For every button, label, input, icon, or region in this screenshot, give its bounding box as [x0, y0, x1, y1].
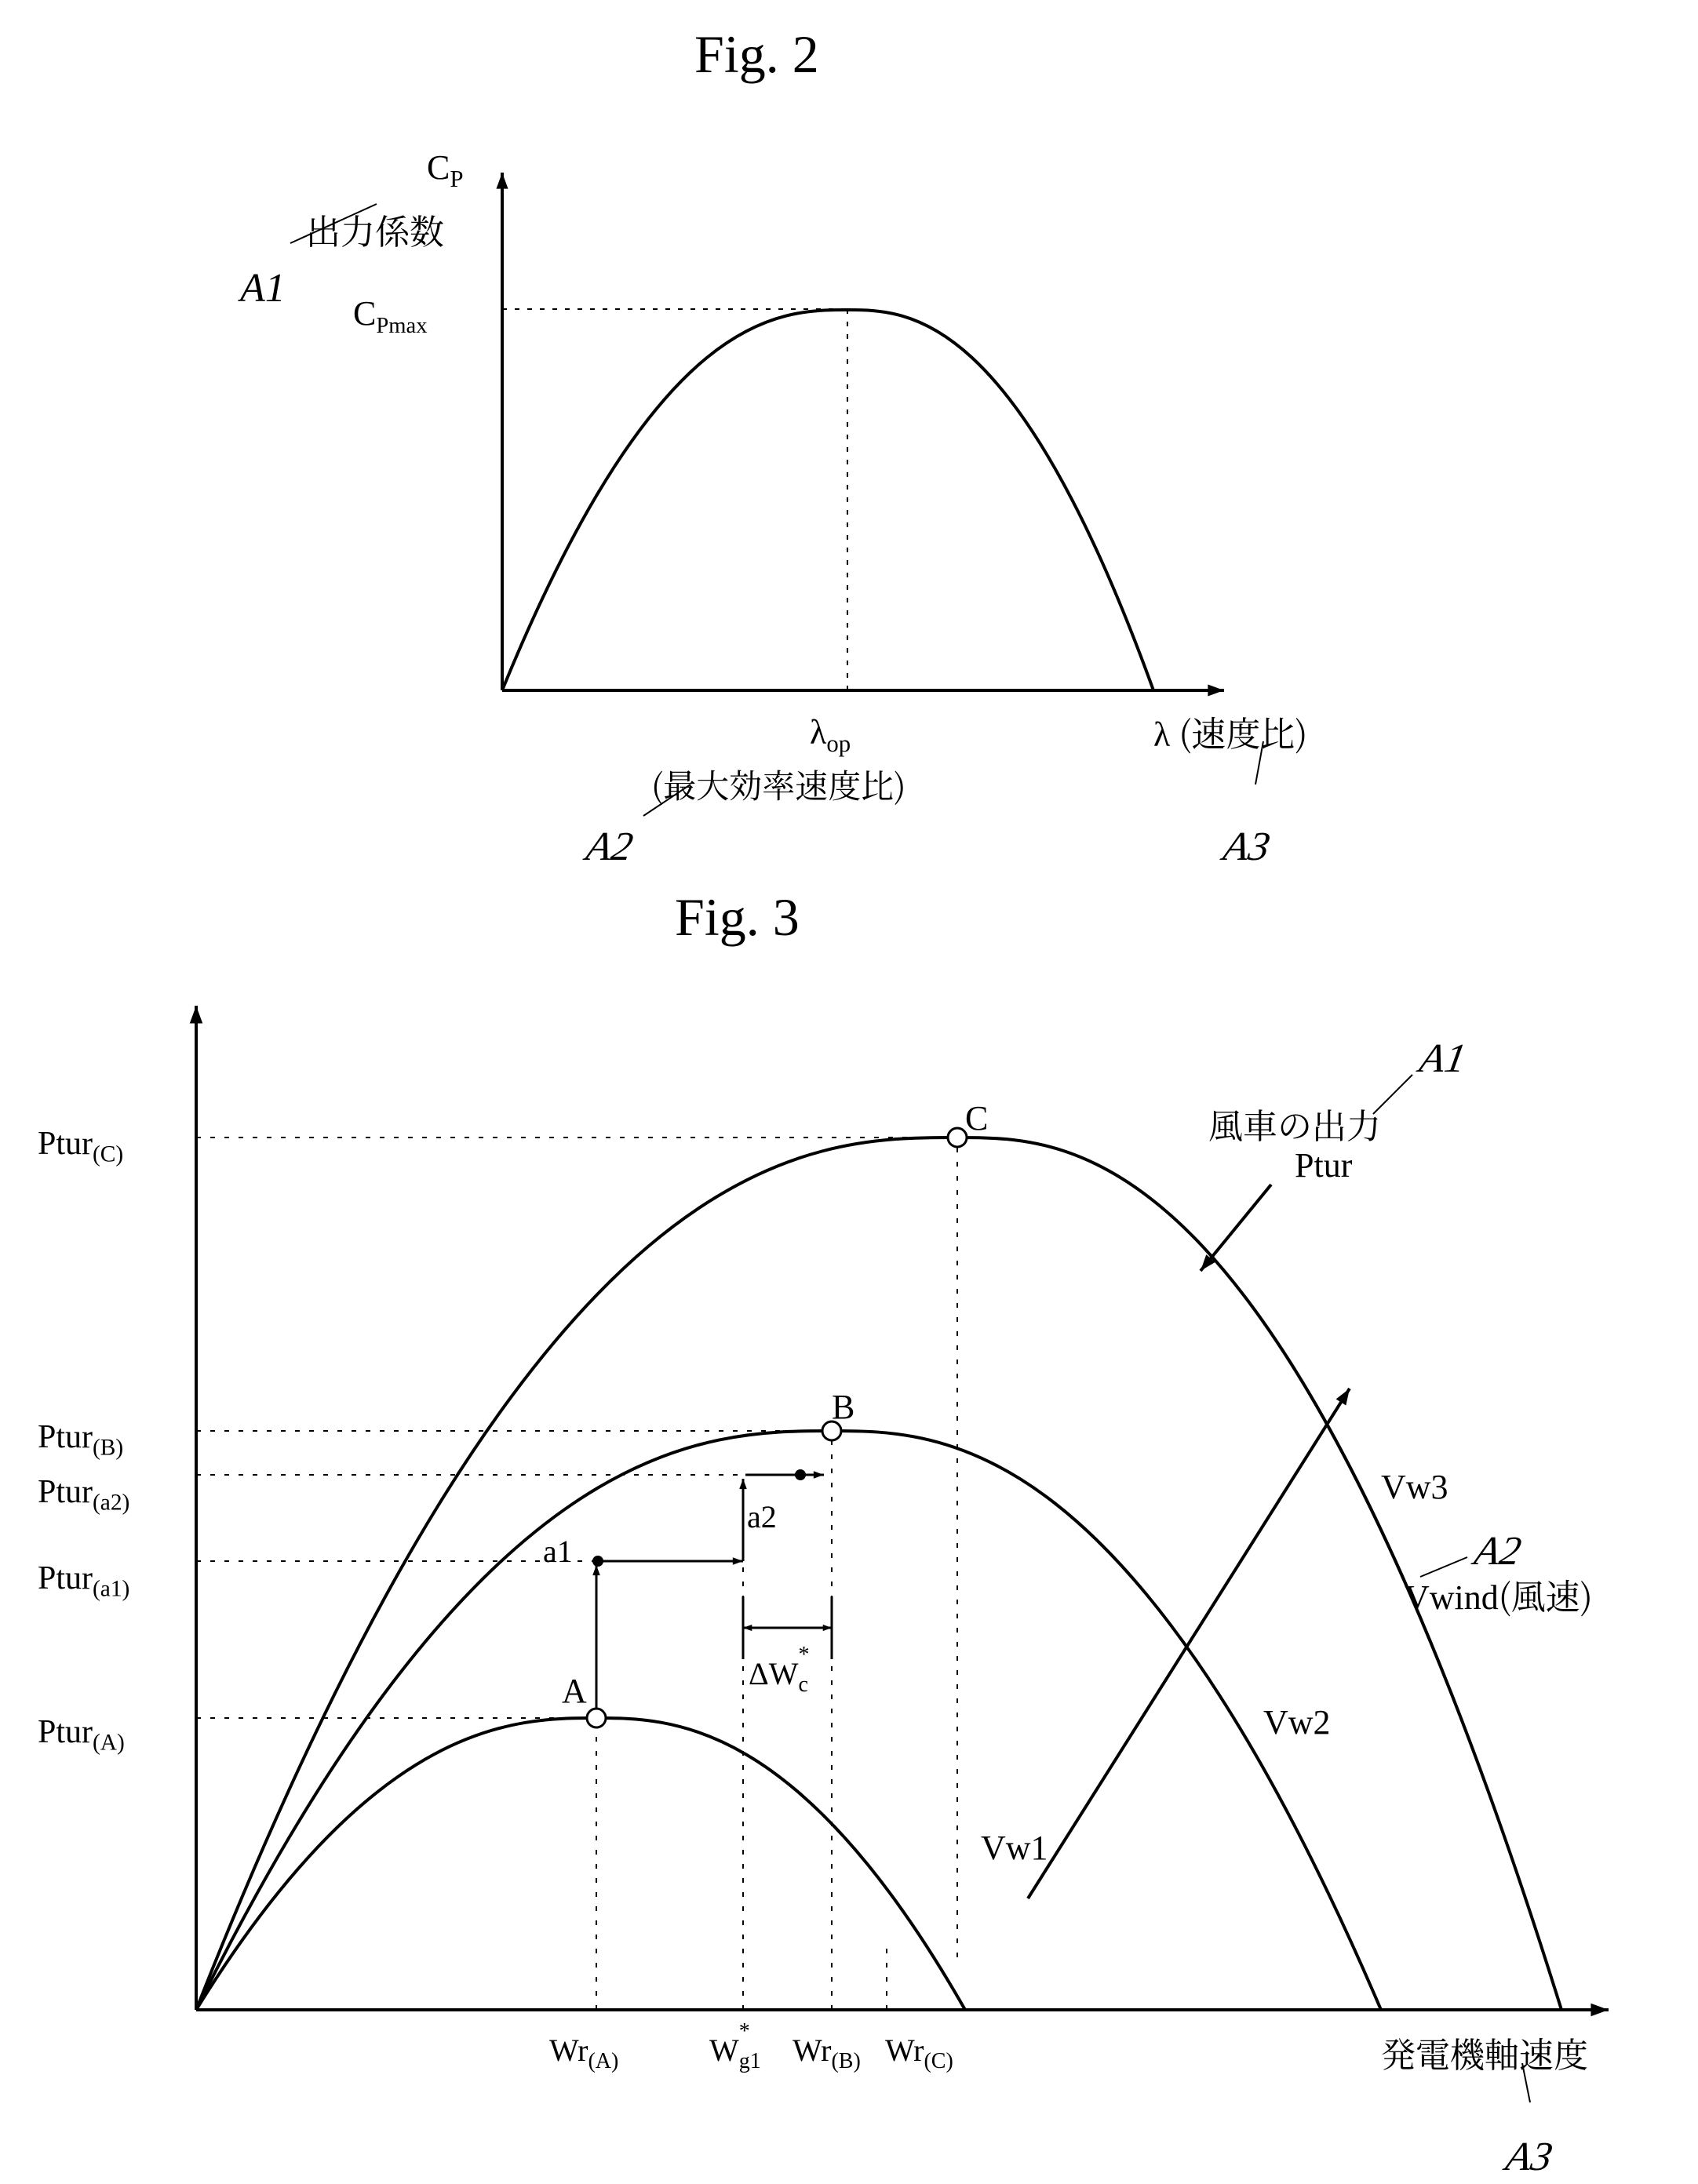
- fig2-xaxis: λ (速度比): [1153, 706, 1307, 756]
- ylabel-Ptura2: Ptur(a2): [38, 1473, 129, 1516]
- point-a2: [795, 1469, 806, 1480]
- fig3-a2: A2: [1471, 1528, 1525, 1574]
- xlabel-WrC: Wr(C): [885, 2032, 953, 2074]
- curve-Vw1: [196, 1718, 965, 2010]
- point-a1: [592, 1556, 603, 1567]
- ylabel-PturB: Ptur(B): [38, 1418, 123, 1461]
- fig3-a3: A3: [1503, 2134, 1556, 2180]
- fig2-a2: A2: [583, 824, 636, 870]
- point-C: [948, 1128, 967, 1147]
- xlabel-Wg1: W*g1: [709, 2032, 761, 2074]
- fig2-cp-label: CP: [427, 147, 464, 193]
- fig2-lambda-op-jp: (最大効率速度比): [651, 761, 906, 808]
- xlabel-WrB: Wr(B): [793, 2032, 861, 2074]
- ptlabel-a1: a1: [543, 1533, 573, 1570]
- curve-Vw2: [196, 1431, 1381, 2010]
- point-A: [587, 1709, 606, 1727]
- fig3-vwind: Vwind(風速): [1405, 1569, 1593, 1619]
- ylabel-PturA: Ptur(A): [38, 1713, 125, 1756]
- fig3-title: Fig. 3: [675, 886, 800, 948]
- ptlabel-C: C: [965, 1098, 988, 1138]
- vwlabel-Vw3: Vw3: [1381, 1467, 1448, 1507]
- fig2-cp-jp: 出力係数: [306, 204, 444, 254]
- fig3-a1: A1: [1416, 1036, 1470, 1082]
- ptlabel-B: B: [832, 1387, 854, 1427]
- xlabel-WrA: Wr(A): [549, 2032, 618, 2074]
- fig2-a1: A1: [240, 265, 286, 311]
- ptlabel-a2: a2: [747, 1498, 777, 1535]
- ylabel-PturC: Ptur(C): [38, 1125, 123, 1167]
- fig2-cpmax: CPmax: [353, 293, 428, 339]
- ptlabel-A: A: [562, 1671, 587, 1711]
- vwlabel-Vw1: Vw1: [981, 1828, 1048, 1868]
- fig3-ptur-jp: 風車の出力: [1208, 1098, 1381, 1148]
- vwlabel-Vw2: Vw2: [1263, 1702, 1331, 1742]
- fig2-title: Fig. 2: [694, 24, 819, 86]
- ylabel-Ptura1: Ptur(a1): [38, 1560, 129, 1602]
- fig2-a3: A3: [1220, 824, 1274, 870]
- fig2-lambda-op: λop: [810, 712, 851, 758]
- fig3-ptur-en: Ptur: [1295, 1145, 1352, 1185]
- delta-wc: ΔW*c: [749, 1655, 808, 1698]
- fig3-xaxis-title: 発電機軸速度: [1381, 2027, 1588, 2077]
